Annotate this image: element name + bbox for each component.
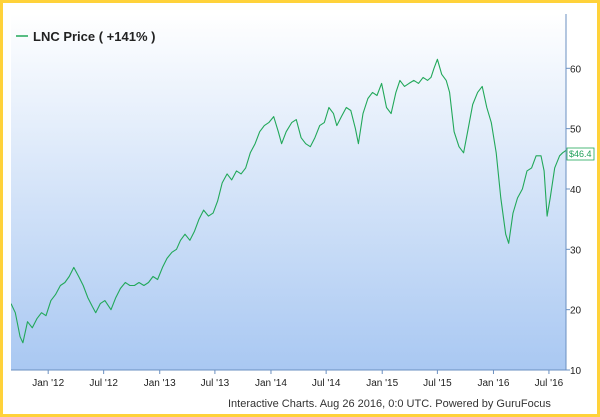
x-tick-label: Jul '16: [535, 378, 564, 389]
x-tick-label: Jan '15: [366, 378, 398, 389]
y-tick-label: 10: [570, 366, 582, 377]
x-tick-label: Jan '16: [477, 378, 509, 389]
x-tick-label: Jul '12: [89, 378, 118, 389]
legend-label: LNC Price ( +141% ): [33, 29, 155, 44]
y-axis-ticks: 10 20 30 40 50 60: [566, 64, 582, 377]
x-tick-label: Jul '14: [312, 378, 341, 389]
plot-area: [11, 14, 566, 370]
series-line-lnc-price: [11, 58, 566, 344]
x-tick-label: Jan '12: [32, 378, 64, 389]
credit-text: Interactive Charts. Aug 26 2016, 0:0 UTC…: [228, 398, 551, 410]
last-price-label: $46.4: [569, 149, 592, 159]
x-tick-label: Jan '14: [255, 378, 287, 389]
y-tick-label: 20: [570, 306, 582, 317]
y-tick-label: 50: [570, 125, 582, 136]
legend: LNC Price ( +141% ): [16, 29, 155, 44]
x-tick-label: Jul '13: [201, 378, 230, 389]
x-tick-label: Jan '13: [144, 378, 176, 389]
x-axis-ticks: Jan '12 Jul '12 Jan '13 Jul '13 Jan '14 Jul '…: [32, 370, 564, 389]
y-tick-label: 30: [570, 245, 582, 256]
y-tick-label: 60: [570, 64, 582, 75]
x-tick-label: Jul '15: [423, 378, 452, 389]
last-price-tag: $46.4: [566, 147, 595, 161]
last-price-box: [566, 147, 595, 161]
y-tick-label: 40: [570, 185, 582, 196]
